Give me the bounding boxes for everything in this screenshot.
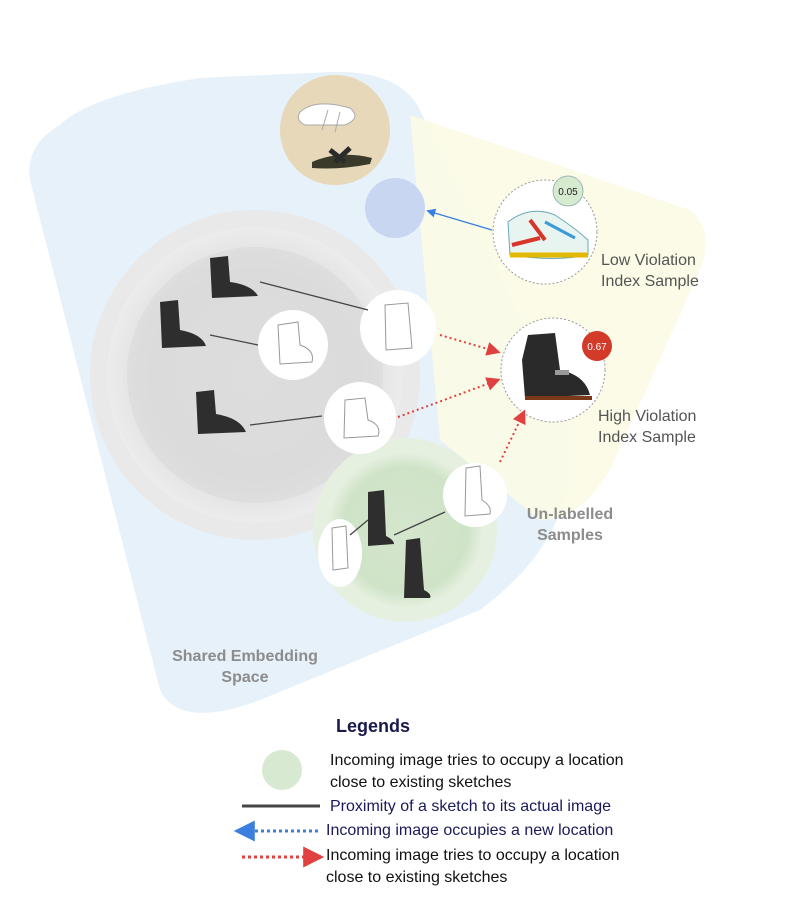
tall-boot-photo-icon (368, 490, 431, 598)
boot-photo-icon (160, 256, 258, 434)
unlabelled-label-line1: Un-labelled (526, 506, 614, 523)
high-score-badge (582, 331, 612, 361)
gray-cluster-inner (127, 247, 383, 503)
unlabelled-samples-region (410, 115, 706, 520)
legend-item-blue-arrow: Incoming image occupies a new location (326, 820, 613, 842)
legend-item-green-circle: Incoming image tries to occupy a locatio… (330, 750, 623, 794)
legend-title: Legends (336, 716, 411, 736)
sandal-photo-icon (312, 146, 372, 169)
legend-green-circle (262, 750, 302, 790)
shared-space-label-line1: Shared Embedding (172, 648, 318, 665)
sketch-circle-green-left (318, 519, 362, 587)
unlabelled-label: Un-labelled Samples (505, 504, 635, 546)
low-score-text: 0.05 (558, 187, 578, 198)
low-sample-label-line1: Low Violation (601, 252, 696, 269)
sketch-circle-top (360, 290, 436, 366)
high-sample-label: High Violation Index Sample (598, 406, 696, 448)
low-sample-label-line2: Index Sample (601, 273, 699, 290)
high-sample-label-line1: High Violation (598, 408, 697, 425)
sneaker-photo-icon (507, 210, 589, 259)
proximity-lines (209, 281, 446, 536)
new-location-circle (365, 178, 425, 238)
shared-space-label-line2: Space (221, 669, 269, 686)
legend-item-green-circle-line2: close to existing sketches (330, 774, 512, 791)
high-sample-label-line2: Index Sample (598, 429, 696, 446)
low-sample-label: Low Violation Index Sample (601, 250, 699, 292)
legend-item-red-arrow-line1: Incoming image tries to occupy a locatio… (326, 847, 620, 864)
legend-item-red-arrow: Incoming image tries to occupy a locatio… (326, 845, 619, 889)
biker-boot-photo-icon (522, 333, 592, 400)
shared-space-label: Shared Embedding Space (150, 646, 340, 688)
blue-arrow (426, 208, 493, 231)
low-score-badge (552, 175, 584, 207)
high-score-text: 0.67 (587, 342, 607, 353)
legend-item-solid-line: Proximity of a sketch to its actual imag… (330, 796, 611, 818)
legend-item-green-circle-line1: Incoming image tries to occupy a locatio… (330, 752, 624, 769)
sketch-circle-left (258, 310, 328, 380)
legend-item-solid-line-text: Proximity of a sketch to its actual imag… (330, 798, 611, 815)
sketch-circle-bottom (324, 382, 396, 454)
boot-sketch-icon (277, 302, 491, 571)
sketch-circle-green-top (443, 463, 507, 527)
sandal-sketch-icon (297, 103, 356, 133)
legend-item-blue-arrow-text: Incoming image occupies a new location (326, 822, 614, 839)
legend-item-red-arrow-line2: close to existing sketches (326, 869, 508, 886)
unlabelled-label-line2: Samples (537, 527, 603, 544)
red-dotted-arrows (397, 334, 526, 463)
